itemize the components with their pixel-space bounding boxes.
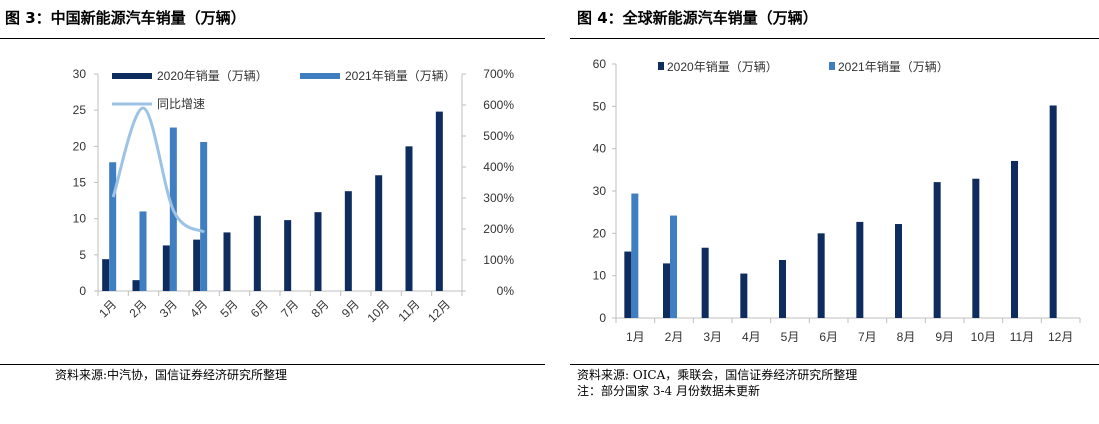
- bar-2020: [895, 224, 902, 318]
- y-tick-label: 10: [73, 212, 87, 226]
- y-tick-label: 50: [593, 99, 607, 113]
- bar-2021: [109, 162, 117, 291]
- y-tick-label: 5: [79, 248, 86, 262]
- bar-2021: [139, 211, 147, 291]
- y-tick-label: 0: [79, 284, 86, 298]
- x-tick-label: 5月: [781, 330, 800, 344]
- y2-tick-label: 700%: [483, 67, 514, 81]
- x-tick-label: 2月: [665, 330, 684, 344]
- figure-3-top-rule: [0, 38, 545, 39]
- x-tick-label: 11月: [1010, 330, 1034, 344]
- bar-2020: [701, 247, 709, 318]
- x-tick-label: 4月: [187, 297, 210, 320]
- bar-2020: [253, 215, 261, 291]
- figure-3-source: 资料来源:中汽协，国信证券经济研究所整理: [55, 368, 288, 382]
- legend-label-2020: 2020年销量（万辆）: [667, 60, 778, 74]
- x-tick-label: 9月: [935, 330, 954, 344]
- x-tick-label: 9月: [339, 297, 362, 320]
- x-tick-label: 5月: [218, 297, 241, 320]
- x-tick-label: 7月: [278, 297, 301, 320]
- bar-2020: [1011, 160, 1018, 318]
- figure-3-bottom-rule: [0, 364, 545, 365]
- bar-2020: [663, 263, 670, 318]
- y2-tick-label: 400%: [483, 160, 514, 174]
- bar-2020: [162, 245, 170, 291]
- figure-4-panel: 图 4：全球新能源汽车销量（万辆） 0 10 20 30 40 50 60 1月 2月 3月 4月 5…: [556, 0, 1099, 424]
- legend-swatch-2021: [300, 73, 340, 79]
- x-tick-label: 1月: [626, 330, 645, 344]
- bar-2020: [435, 111, 443, 291]
- x-tick-label: 3月: [157, 297, 180, 320]
- y2-tick-label: 600%: [483, 98, 514, 112]
- figure-3-chart: 0510152025300%100%200%300%400%500%600%70…: [73, 67, 515, 325]
- figure-3-panel: 图 3：中国新能源汽车销量（万辆） 0 5 10 15 20 25 30 0% 100% 200%…: [0, 0, 545, 424]
- x-tick-label: 1月: [96, 297, 119, 320]
- legend-swatch-2020: [658, 62, 664, 70]
- legend-swatch-2020: [112, 73, 152, 79]
- bar-2020: [1049, 105, 1057, 318]
- y-tick-label: 30: [593, 184, 607, 198]
- x-tick-label: 3月: [703, 330, 722, 344]
- y-tick-label: 15: [73, 176, 87, 190]
- y-tick-label: 40: [593, 142, 607, 156]
- y-tick-label: 0: [599, 311, 606, 325]
- bar-2020: [284, 220, 292, 291]
- y-tick-label: 20: [73, 139, 87, 153]
- x-tick-label: 10月: [364, 297, 392, 325]
- bar-2020: [972, 178, 980, 318]
- x-tick-label: 12月: [1048, 330, 1073, 344]
- x-tick-label: 8月: [897, 330, 916, 344]
- y-tick-label: 20: [593, 226, 607, 240]
- legend-label-2021: 2021年销量（万辆）: [345, 69, 456, 83]
- bar-2020: [779, 260, 786, 318]
- y-tick-label: 25: [73, 103, 87, 117]
- bar-2020: [132, 280, 140, 291]
- legend-swatch-2021: [829, 62, 835, 70]
- figure-3-title: 图 3：中国新能源汽车销量（万辆）: [5, 9, 246, 27]
- x-tick-label: 12月: [425, 297, 453, 325]
- x-tick-label: 4月: [742, 330, 761, 344]
- x-tick-label: 6月: [248, 297, 271, 320]
- bar-2020: [375, 175, 383, 291]
- legend-label-2021: 2021年销量（万辆）: [838, 60, 949, 74]
- x-tick-label: 11月: [395, 297, 422, 324]
- y2-tick-label: 100%: [483, 253, 514, 267]
- bar-2020: [817, 233, 825, 318]
- y2-tick-label: 500%: [483, 129, 514, 143]
- bar-2021: [200, 141, 208, 291]
- bar-2021: [631, 193, 639, 318]
- bar-2020: [193, 239, 201, 291]
- x-tick-label: 7月: [858, 330, 877, 344]
- y-tick-label: 60: [593, 57, 607, 71]
- figure-4-source: 资料来源: OICA，乘联会，国信证券经济研究所整理: [577, 368, 858, 382]
- y-tick-label: 30: [73, 67, 87, 81]
- bar-2020: [344, 191, 352, 291]
- x-tick-label: 2月: [127, 297, 150, 320]
- figure-4-title: 图 4：全球新能源汽车销量（万辆）: [577, 9, 818, 27]
- bar-2020: [624, 251, 632, 318]
- legend-label-growth: 同比增速: [157, 97, 205, 111]
- figure-4-chart: 0 10 20 30 40 50 60 1月 2月 3月 4月 5月 6月 7月 8月 9月 10月 11月 12月…: [593, 57, 1081, 344]
- y2-tick-label: 0%: [497, 284, 515, 298]
- figure-4-top-rule: [570, 38, 1099, 39]
- growth-line: [111, 106, 206, 234]
- figure-4-bottom-rule: [570, 364, 1099, 365]
- bar-2020: [740, 273, 748, 318]
- x-tick-label: 6月: [819, 330, 838, 344]
- x-tick-label: 10月: [971, 330, 996, 344]
- legend-label-2020: 2020年销量（万辆）: [157, 69, 268, 83]
- y2-tick-label: 300%: [483, 191, 514, 205]
- bar-2020: [314, 212, 322, 291]
- figure-4-note: 注：部分国家 3-4 月份数据未更新: [577, 384, 760, 398]
- bar-2020: [102, 259, 110, 291]
- x-tick-label: 8月: [309, 297, 332, 320]
- y-tick-label: 10: [593, 269, 607, 283]
- bar-2021: [670, 215, 677, 318]
- bar-2020: [405, 146, 413, 291]
- bar-2020: [856, 221, 864, 318]
- bar-2020: [223, 232, 231, 291]
- bar-2020: [933, 182, 941, 318]
- y2-tick-label: 200%: [483, 222, 514, 236]
